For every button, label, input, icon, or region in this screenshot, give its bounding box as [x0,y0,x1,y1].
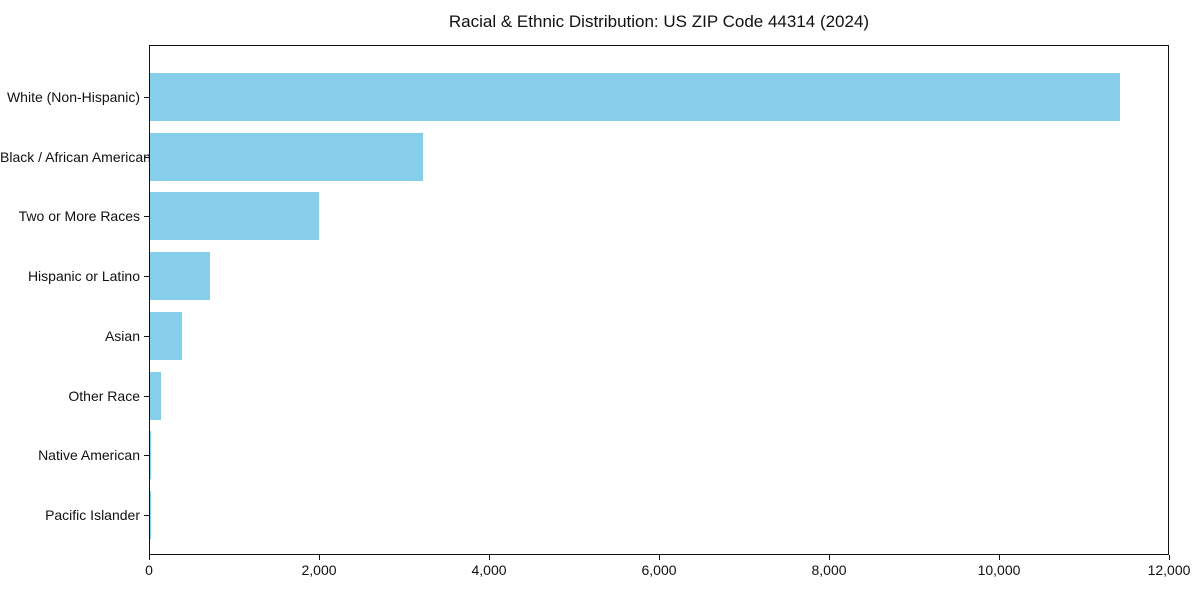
y-tick-label: Native American [38,447,140,464]
bar-row [150,246,1168,306]
y-tick-label: Other Race [68,387,140,404]
x-tick-mark [658,555,660,560]
bar [150,371,162,420]
y-tick-label: Two or More Races [18,208,140,225]
x-tick-label: 10,000 [977,562,1021,578]
y-tick-label: White (Non-Hispanic) [6,88,140,105]
x-tick-label: 8,000 [811,562,847,578]
x-tick-label: 0 [145,562,153,578]
bar-row [150,67,1168,127]
bar-row [150,127,1168,187]
y-tick-mark [144,455,149,457]
bar-row [150,187,1168,247]
x-tick-mark [1168,555,1170,560]
y-axis-labels: White (Non-Hispanic) Black / African Amer… [0,45,151,555]
plot-area [149,45,1169,555]
bar [150,132,424,181]
x-tick-mark [828,555,830,560]
y-tick-mark [144,335,149,337]
x-tick-mark [318,555,320,560]
bar [150,431,152,480]
chart-title: Racial & Ethnic Distribution: US ZIP Cod… [448,12,870,31]
bar-row [150,366,1168,426]
y-tick-mark [144,276,149,278]
bar-row [150,485,1168,545]
x-tick-mark [148,555,150,560]
y-tick-mark [144,395,149,397]
x-tick-mark [998,555,1000,560]
x-tick-label: 6,000 [641,562,677,578]
x-tick-label: 2,000 [301,562,337,578]
bar [150,252,210,301]
x-tick-label: 12,000 [1147,562,1191,578]
bar-row [150,306,1168,366]
y-tick-mark [144,156,149,158]
bar [150,192,319,241]
x-tick-mark [488,555,490,560]
y-tick-label: Asian [104,327,140,344]
y-tick-label: Hispanic or Latino [27,268,140,285]
bar [150,311,182,360]
y-tick-mark [144,515,149,517]
bar [150,72,1120,121]
x-tick-label: 4,000 [471,562,507,578]
y-tick-mark [144,216,149,218]
y-tick-label: Black / African American [0,148,151,165]
bar-row [150,426,1168,486]
y-tick-mark [144,96,149,98]
y-tick-label: Pacific Islander [45,507,140,524]
